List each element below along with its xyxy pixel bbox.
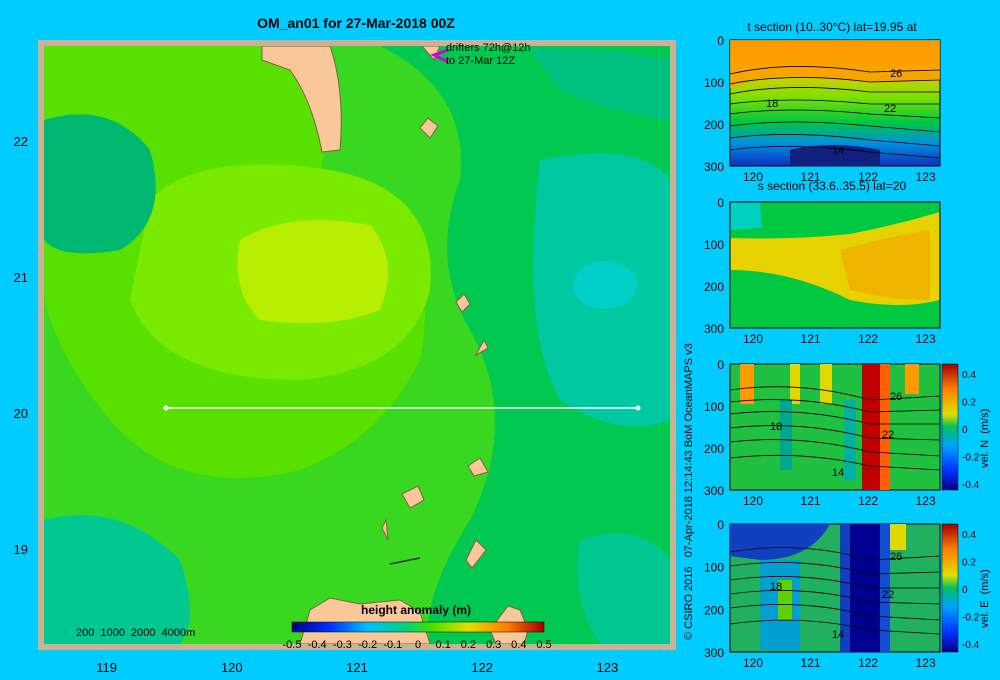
- section-lon-tick-120: 120: [743, 170, 763, 184]
- lat-tick-19: 19: [14, 542, 28, 557]
- lat-tick-20: 20: [14, 406, 28, 421]
- section-lon-tick-121: 121: [801, 494, 821, 508]
- lon-tick-labels: 119 120 121 122 123: [96, 660, 618, 675]
- vel-tick: 0.4: [962, 530, 976, 541]
- vel-tick: -0.2: [962, 453, 980, 464]
- vn-contour-26: 26: [890, 391, 902, 403]
- lon-tick-123: 123: [597, 660, 619, 675]
- colorbar-tick: -0.4: [308, 639, 327, 651]
- section-lon-tick-122: 122: [858, 494, 878, 508]
- lat-tick-labels: 22 21 20 19: [14, 134, 28, 557]
- drifters-label-2: to 27-Mar 12Z: [446, 55, 515, 67]
- lon-tick-122: 122: [471, 660, 493, 675]
- temperature-section: 26 22 18 14: [729, 39, 941, 167]
- colorbar-tick: 0.3: [486, 639, 501, 651]
- vel-tick: 0.2: [962, 558, 976, 569]
- depth-tick-300: 300: [704, 322, 724, 336]
- section-lon-tick-122: 122: [858, 656, 878, 670]
- depth-tick-0: 0: [717, 358, 724, 372]
- colorbar-tick: -0.3: [333, 639, 352, 651]
- section-lon-tick-120: 120: [743, 656, 763, 670]
- lat-tick-21: 21: [14, 270, 28, 285]
- ve-contour-22: 22: [882, 589, 894, 601]
- vel-tick: 0.4: [962, 370, 976, 381]
- depth-tick-100: 100: [704, 400, 724, 414]
- depth-tick-100: 100: [704, 561, 724, 575]
- ve-contour-14: 14: [832, 629, 844, 641]
- depth-tick-0: 0: [717, 34, 724, 48]
- lon-tick-120: 120: [221, 660, 243, 675]
- vel-e-label: vel. E (m/s): [979, 569, 991, 628]
- depth-tick-100: 100: [704, 76, 724, 90]
- section-lon-tick-121: 121: [801, 656, 821, 670]
- vel-tick: -0.4: [962, 480, 980, 491]
- panel1-title: t section (10..30°C) lat=19.95 at: [747, 20, 917, 34]
- colorbar-tick: 0: [415, 639, 421, 651]
- depth-tick-300: 300: [704, 646, 724, 660]
- lon-tick-121: 121: [346, 660, 368, 675]
- section-lon-tick-123: 123: [916, 656, 936, 670]
- vel-n-label: vel. N (m/s): [979, 409, 991, 468]
- vel-tick: 0.2: [962, 398, 976, 409]
- drifters-label-1: drifters 72h@12h: [446, 42, 531, 54]
- colorbar-tick: -0.1: [383, 639, 402, 651]
- section-lon-tick-122: 122: [858, 332, 878, 346]
- vel-e-section: 26 22 18 14: [729, 523, 941, 653]
- credit-text: © CSIRO 2016 07-Apr-2018 12:14:43 BoM Oc…: [683, 343, 695, 640]
- depth-tick-100: 100: [704, 238, 724, 252]
- section-lon-tick-123: 123: [916, 494, 936, 508]
- section-lon-tick-120: 120: [743, 494, 763, 508]
- t-contour-14: 14: [832, 145, 844, 157]
- colorbar-tick: 0.1: [436, 639, 451, 651]
- depth-tick-200: 200: [704, 280, 724, 294]
- vel-tick: 0: [962, 425, 968, 436]
- colorbar-tick: 0.4: [511, 639, 526, 651]
- vn-contour-22: 22: [882, 429, 894, 441]
- lon-tick-119: 119: [96, 660, 117, 675]
- colorbar-tick: -0.5: [283, 639, 302, 651]
- section-lon-tick-122: 122: [858, 170, 878, 184]
- map-title: OM_an01 for 27-Mar-2018 00Z: [257, 15, 455, 31]
- vel-tick: -0.2: [962, 613, 980, 624]
- vn-contour-14: 14: [832, 467, 844, 479]
- section-axes: 0 100 200 300 120 121 122 123 0 100 200 300 120 121 12…: [704, 34, 980, 670]
- ve-contour-18: 18: [770, 581, 782, 593]
- depth-tick-200: 200: [704, 603, 724, 617]
- section-lon-tick-121: 121: [801, 170, 821, 184]
- depth-tick-0: 0: [717, 196, 724, 210]
- vel-n-colorbar: [941, 363, 959, 491]
- colorbar-tick: 0.5: [536, 639, 551, 651]
- depth-tick-300: 300: [704, 160, 724, 174]
- depth-tick-200: 200: [704, 118, 724, 132]
- depth-tick-300: 300: [704, 484, 724, 498]
- vel-e-colorbar: [941, 523, 959, 653]
- vn-contour-18: 18: [770, 421, 782, 433]
- depth-tick-200: 200: [704, 442, 724, 456]
- vel-n-section: 26 22 18 14: [729, 363, 941, 491]
- height-anomaly-field: [44, 46, 670, 644]
- vel-tick: -0.4: [962, 640, 980, 651]
- vel-tick: 0: [962, 585, 968, 596]
- height-colorbar: height anomaly (m) -0.5 -0.4 -0.3 -0.2 -0.1 0…: [283, 603, 552, 651]
- section-line: [163, 405, 641, 411]
- drifter-track: [430, 48, 449, 64]
- section-lon-tick-123: 123: [916, 170, 936, 184]
- section-lon-tick-121: 121: [801, 332, 821, 346]
- salinity-section: [729, 201, 941, 329]
- colorbar-tick: -0.2: [358, 639, 377, 651]
- section-lon-tick-120: 120: [743, 332, 763, 346]
- panel2-title: s section (33.6..35.5) lat=20: [758, 179, 907, 193]
- t-contour-18: 18: [766, 98, 778, 110]
- colorbar-title: height anomaly (m): [361, 603, 471, 617]
- section-lon-tick-123: 123: [916, 332, 936, 346]
- lat-tick-22: 22: [14, 134, 28, 149]
- depth-tick-0: 0: [717, 518, 724, 532]
- depth-legend: 200 1000 2000 4000m: [76, 627, 195, 639]
- ve-contour-26: 26: [890, 551, 902, 563]
- colorbar-tick: 0.2: [461, 639, 476, 651]
- t-contour-22: 22: [884, 103, 896, 115]
- t-contour-26: 26: [890, 68, 902, 80]
